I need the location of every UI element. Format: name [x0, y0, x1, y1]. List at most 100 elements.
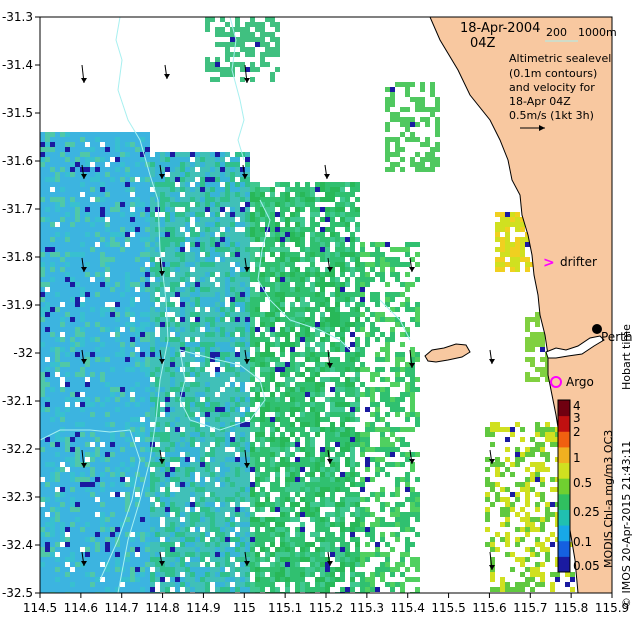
- chl-pixel: [175, 367, 180, 372]
- chl-pixel: [150, 257, 155, 262]
- chl-pixel: [220, 507, 225, 512]
- chl-pixel: [80, 242, 85, 247]
- chl-pixel: [70, 357, 75, 362]
- chl-pixel: [45, 312, 50, 317]
- chl-pixel: [260, 197, 265, 202]
- chl-pixel: [115, 452, 120, 457]
- chl-pixel: [255, 342, 260, 347]
- chl-pixel: [180, 327, 185, 332]
- chl-pixel: [155, 417, 160, 422]
- chl-pixel: [220, 392, 225, 397]
- chl-pixel: [160, 312, 165, 317]
- chl-pixel: [120, 137, 125, 142]
- chl-pixel: [255, 302, 260, 307]
- chl-pixel: [375, 407, 380, 412]
- chl-pixel: [45, 452, 50, 457]
- chl-pixel: [115, 232, 120, 237]
- chl-pixel: [45, 182, 50, 187]
- chl-pixel: [505, 517, 510, 522]
- chl-pixel: [180, 467, 185, 472]
- chl-pixel: [155, 482, 160, 487]
- chl-pixel: [55, 302, 60, 307]
- chl-pixel: [245, 402, 250, 407]
- chl-pixel: [115, 437, 120, 442]
- chl-pixel: [245, 397, 250, 402]
- chl-pixel: [305, 272, 310, 277]
- chl-pixel: [100, 487, 105, 492]
- chl-pixel: [400, 367, 405, 372]
- chl-pixel: [265, 247, 270, 252]
- chl-pixel: [210, 382, 215, 387]
- chl-pixel: [290, 217, 295, 222]
- chl-pixel: [210, 522, 215, 527]
- chl-pixel: [130, 282, 135, 287]
- chl-pixel: [190, 287, 195, 292]
- chl-pixel: [45, 157, 50, 162]
- chl-pixel: [185, 297, 190, 302]
- chl-pixel: [325, 187, 330, 192]
- chl-pixel: [185, 332, 190, 337]
- chl-pixel: [55, 507, 60, 512]
- chl-pixel: [160, 152, 165, 157]
- chl-pixel: [365, 457, 370, 462]
- chl-pixel: [45, 292, 50, 297]
- chl-pixel: [90, 352, 95, 357]
- chl-pixel: [120, 467, 125, 472]
- chl-pixel: [425, 107, 430, 112]
- chl-pixel: [245, 392, 250, 397]
- chl-pixel: [545, 512, 550, 517]
- chl-pixel: [320, 487, 325, 492]
- chl-pixel: [260, 502, 265, 507]
- chl-pixel: [185, 197, 190, 202]
- chl-pixel: [40, 417, 45, 422]
- chl-pixel: [310, 392, 315, 397]
- chl-pixel: [200, 267, 205, 272]
- chl-pixel: [350, 272, 355, 277]
- chl-pixel: [505, 512, 510, 517]
- chl-pixel: [265, 187, 270, 192]
- chl-pixel: [405, 87, 410, 92]
- chl-pixel: [345, 352, 350, 357]
- chl-pixel: [390, 117, 395, 122]
- chl-pixel: [170, 422, 175, 427]
- chl-pixel: [270, 17, 275, 22]
- chl-pixel: [200, 472, 205, 477]
- chl-pixel: [550, 502, 555, 507]
- chl-pixel: [330, 447, 335, 452]
- chl-pixel: [295, 362, 300, 367]
- chl-pixel: [40, 527, 45, 532]
- chl-pixel: [215, 492, 220, 497]
- chl-pixel: [120, 382, 125, 387]
- chl-pixel: [330, 397, 335, 402]
- chl-pixel: [210, 487, 215, 492]
- chl-pixel: [110, 447, 115, 452]
- chl-pixel: [125, 367, 130, 372]
- chl-pixel: [360, 507, 365, 512]
- chl-pixel: [310, 472, 315, 477]
- chl-pixel: [305, 442, 310, 447]
- chl-pixel: [245, 22, 250, 27]
- chl-pixel: [170, 372, 175, 377]
- chl-pixel: [55, 502, 60, 507]
- chl-pixel: [225, 477, 230, 482]
- chl-pixel: [265, 382, 270, 387]
- chl-pixel: [180, 162, 185, 167]
- chl-pixel: [95, 452, 100, 457]
- chl-pixel: [155, 372, 160, 377]
- chl-pixel: [70, 522, 75, 527]
- chl-pixel: [495, 472, 500, 477]
- chl-pixel: [160, 217, 165, 222]
- chl-pixel: [95, 467, 100, 472]
- chl-pixel: [150, 262, 155, 267]
- chl-pixel: [240, 367, 245, 372]
- chl-pixel: [285, 417, 290, 422]
- chl-pixel: [290, 327, 295, 332]
- chl-pixel: [80, 162, 85, 167]
- chl-pixel: [135, 302, 140, 307]
- chl-pixel: [170, 282, 175, 287]
- chl-pixel: [130, 162, 135, 167]
- chl-pixel: [85, 412, 90, 417]
- chl-pixel: [340, 402, 345, 407]
- chl-pixel: [245, 332, 250, 337]
- chl-pixel: [335, 477, 340, 482]
